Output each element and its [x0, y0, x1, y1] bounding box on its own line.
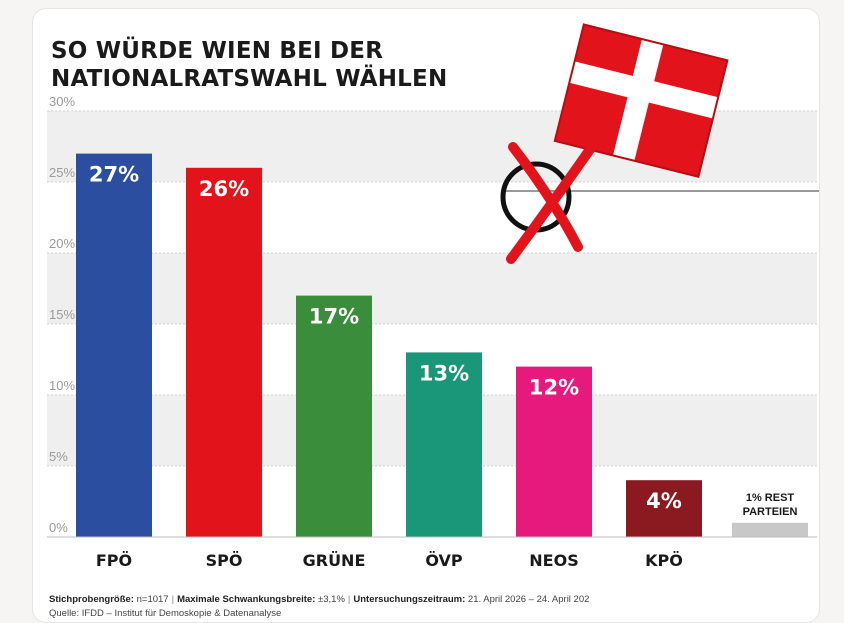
bar-neos: [516, 366, 592, 537]
bar-kpö: [626, 480, 702, 537]
y-tick-label: 0%: [49, 520, 68, 535]
sample-size-label: Stichprobengröße:: [49, 594, 134, 605]
ballot-box-slot: [493, 191, 819, 205]
data-label: 17%: [309, 305, 359, 329]
margin-label: Maximale Schwankungsbreite:: [177, 594, 316, 605]
methodology-line: Stichprobengröße: n=1017 | Maximale Schwan…: [49, 594, 590, 605]
rest-label-line-1: 1% REST: [746, 492, 795, 504]
y-tick-label: 10%: [49, 378, 75, 393]
y-tick-label: 20%: [49, 236, 75, 251]
category-label: FPÖ: [96, 551, 132, 570]
data-label: 26%: [199, 177, 249, 201]
period-label: Untersuchungszeitraum:: [353, 594, 466, 605]
bar-chart: 0% 5% 10% 15% 20% 25% 30% 27% FPÖ 26% SPÖ 17% GRÜNE 1…: [47, 23, 819, 570]
rest-label-line-2: PARTEIEN: [743, 506, 798, 518]
category-label: GRÜNE: [303, 551, 366, 570]
category-label: NEOS: [529, 551, 578, 570]
category-label: ÖVP: [425, 551, 463, 570]
chart-title: SO WÜRDE WIEN BEI DER NATIONALRATSWAHL W…: [51, 37, 447, 93]
sample-size-value: n=1017: [136, 594, 169, 605]
category-label: KPÖ: [645, 551, 683, 570]
bar-övp: [406, 352, 482, 537]
cross-stroke-2: [506, 114, 616, 264]
category-label: SPÖ: [206, 551, 243, 570]
period-value: 21. April 2026 – 24. April 202: [467, 594, 590, 605]
bar-spö: [186, 167, 262, 538]
data-label: 4%: [646, 489, 682, 513]
data-label: 13%: [419, 361, 469, 385]
title-line-2: NATIONALRATSWAHL WÄHLEN: [51, 66, 448, 92]
grid-band: [47, 253, 817, 324]
bar-rest-parties: [732, 522, 808, 537]
cross-stroke-1: [508, 142, 583, 252]
ballot-paper-edge: [553, 23, 729, 178]
chart-footer: Stichprobengröße: n=1017 | Maximale Schwan…: [49, 593, 589, 621]
title-line-1: SO WÜRDE WIEN BEI DER: [51, 38, 384, 64]
data-label: 27%: [89, 163, 139, 187]
bar-grüne: [296, 295, 372, 537]
source-line: Quelle: IFDD – Institut für Demoskopie &…: [49, 608, 282, 619]
y-tick-label: 5%: [49, 449, 68, 464]
margin-value: ±3,1%: [318, 594, 345, 605]
chart-card: SO WÜRDE WIEN BEI DER NATIONALRATSWAHL W…: [32, 8, 820, 623]
y-tick-label: 15%: [49, 307, 75, 322]
ballot-cross-vertical: [612, 39, 664, 161]
bar-fpö: [76, 153, 152, 537]
y-tick-label: 30%: [49, 94, 75, 109]
y-tick-label: 25%: [49, 165, 75, 180]
data-label: 12%: [529, 376, 579, 400]
ballot-cross-mark-icon: [506, 114, 616, 264]
